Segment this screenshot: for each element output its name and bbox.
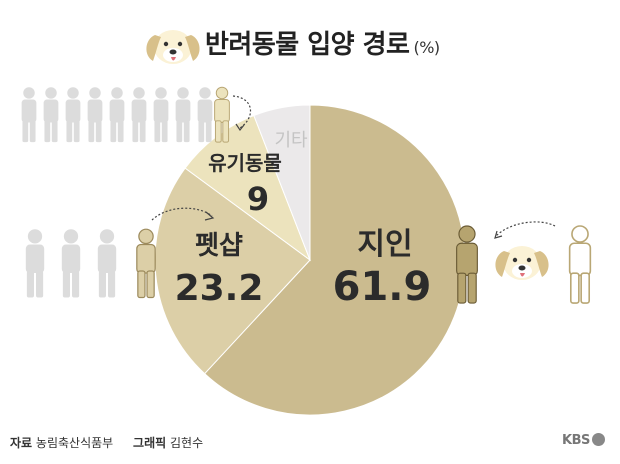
kbs-logo: KBS [562, 433, 605, 448]
person-highlight-icon [137, 229, 155, 297]
source-credit: 자료 농림축산식품부 그래픽 김현수 [10, 434, 203, 451]
slice-label: 펫샵 [195, 231, 243, 261]
dog-icon [495, 246, 548, 280]
source-text: 농림축산식품부 [36, 436, 113, 450]
arrow-acquaintance [496, 222, 555, 236]
slice-value-label: 23.2 [175, 268, 264, 309]
graphic-label: 그래픽 [133, 436, 166, 450]
people-row-petshop [26, 229, 155, 297]
slice-value-label: 61.9 [333, 264, 432, 310]
slice-value-label: 9 [247, 180, 269, 218]
dog-icon [146, 30, 199, 64]
source-label: 자료 [10, 436, 32, 450]
person-owner-icon [570, 226, 591, 303]
kbs-logo-text: KBS [562, 433, 590, 448]
slice-label: 유기동물 [208, 151, 282, 175]
graphic-credit: 김현수 [170, 436, 203, 450]
person-acquaintance-icon [457, 226, 478, 303]
kbs-logo-mark [592, 433, 605, 446]
slice-label: 지인 [357, 227, 412, 262]
slice-label: 기타 [274, 130, 308, 151]
people-row-shelter [22, 87, 230, 142]
